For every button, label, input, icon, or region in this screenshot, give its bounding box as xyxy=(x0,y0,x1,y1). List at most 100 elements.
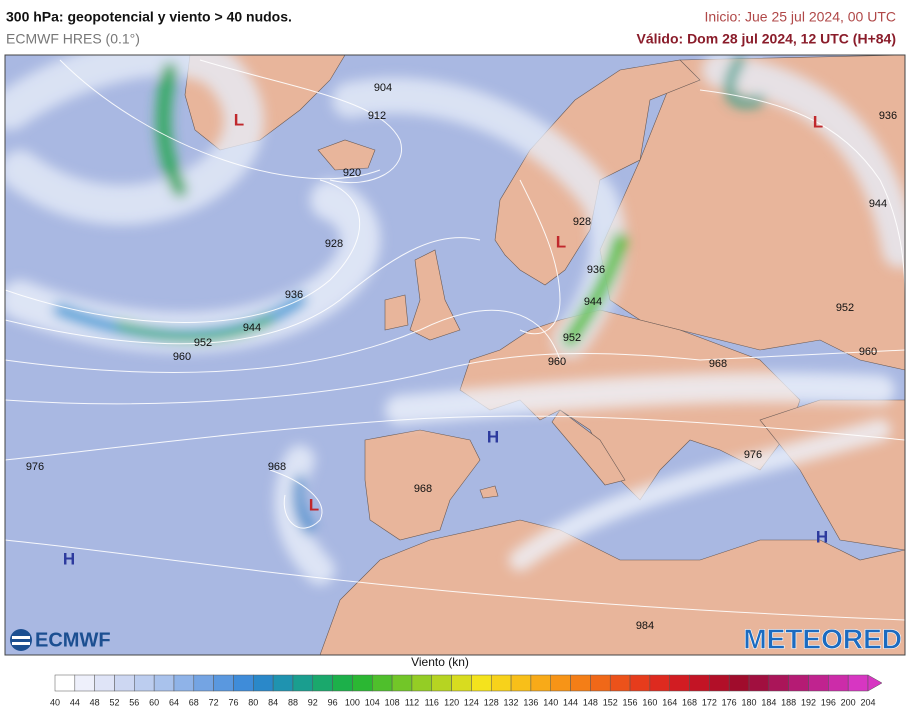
colorbar-tick: 48 xyxy=(90,697,100,707)
color-box xyxy=(134,674,155,692)
color-box xyxy=(54,674,76,692)
pressure-center: H xyxy=(63,549,75,568)
map-frame xyxy=(4,54,906,656)
color-box xyxy=(213,674,234,692)
color-box xyxy=(669,674,690,692)
colorbar-tick: 116 xyxy=(425,697,439,707)
contour-label: 984 xyxy=(636,620,654,632)
contour-label: 944 xyxy=(584,296,602,308)
colorbar-tick: 80 xyxy=(248,697,258,707)
colorbar-tick: 156 xyxy=(623,697,638,707)
colorbar-tick: 144 xyxy=(563,697,578,707)
colorbar-tick: 176 xyxy=(722,697,737,707)
colorbar-tick: 192 xyxy=(801,697,816,707)
contour-label: 936 xyxy=(587,264,605,276)
color-box xyxy=(292,674,314,692)
pressure-center: H xyxy=(816,527,828,546)
colorbar-tick: 84 xyxy=(268,697,278,707)
colorbar-tick: 120 xyxy=(444,697,459,707)
color-box xyxy=(689,674,710,692)
color-box xyxy=(332,674,353,692)
contour-label: 944 xyxy=(243,322,261,334)
pressure-center: L xyxy=(309,495,319,514)
contour-label: 952 xyxy=(836,302,854,314)
colorbar-tick: 196 xyxy=(821,697,836,707)
color-box xyxy=(352,674,373,692)
color-box xyxy=(74,674,95,692)
logo-ecmwf: ECMWF xyxy=(10,629,111,651)
colorbar-tick: 64 xyxy=(169,697,179,707)
color-box xyxy=(649,674,670,692)
contour-label: 904 xyxy=(374,82,392,94)
color-box xyxy=(233,674,254,692)
colorbar-tick: 172 xyxy=(702,697,717,707)
color-box xyxy=(272,674,294,692)
colorbar-tick: 148 xyxy=(583,697,598,707)
colorbar-tick: 40 xyxy=(50,697,60,707)
contour-label: 976 xyxy=(744,449,762,461)
color-box xyxy=(550,674,571,692)
colorbar-tick: 76 xyxy=(228,697,238,707)
color-box xyxy=(590,674,611,692)
colorbar-tick: 164 xyxy=(662,697,677,707)
contour-label: 928 xyxy=(325,238,343,250)
colorbar-tick: 100 xyxy=(345,697,360,707)
colorbar-tick: 188 xyxy=(781,697,796,707)
pressure-center: L xyxy=(813,112,823,131)
colorbar-tick: 72 xyxy=(209,697,219,707)
color-box xyxy=(193,674,214,692)
color-box xyxy=(510,674,532,692)
title: 300 hPa: geopotencial y viento > 40 nudo… xyxy=(6,9,292,25)
colorbar-tick: 152 xyxy=(603,697,618,707)
colorbar-arrow xyxy=(867,674,883,692)
contour-label: 960 xyxy=(173,351,191,363)
colorbar-tick: 180 xyxy=(742,697,757,707)
colorbar-tick: 60 xyxy=(149,697,159,707)
color-box xyxy=(748,674,770,692)
contour-label: 960 xyxy=(548,356,566,368)
color-box xyxy=(570,674,591,692)
contours xyxy=(5,59,905,621)
colorbar-tick: 88 xyxy=(288,697,298,707)
contour-label: 936 xyxy=(285,289,303,301)
contour-label: 968 xyxy=(268,461,286,473)
colorbar: 40 44 48 52 56 60 64 68 72 76 80 84 88 92 96 100 104 108 1… xyxy=(50,674,883,707)
pressure-center: L xyxy=(234,110,244,129)
colorbar-tick: 112 xyxy=(405,697,419,707)
color-box xyxy=(709,674,730,692)
colorbar-tick: 140 xyxy=(543,697,558,707)
colorbar-tick: 56 xyxy=(129,697,139,707)
contour-label: 968 xyxy=(709,358,727,370)
contour-label: 960 xyxy=(859,346,877,358)
colorbar-tick: 104 xyxy=(365,697,380,707)
color-box xyxy=(372,674,393,692)
contour-label: 944 xyxy=(869,198,887,210)
colorbar-tick: 52 xyxy=(109,697,119,707)
contour-label: 968 xyxy=(414,483,432,495)
colorbar-tick: 128 xyxy=(484,697,499,707)
color-box xyxy=(411,674,433,692)
colorbar-tick: 92 xyxy=(308,697,318,707)
init-time: Inicio: Jue 25 jul 2024, 00 UTC xyxy=(705,9,896,25)
contour-label: 952 xyxy=(194,337,212,349)
subtitle: ECMWF HRES (0.1°) xyxy=(6,31,140,47)
contour-label: 936 xyxy=(879,110,897,122)
color-box xyxy=(114,674,135,692)
colorbar-tick: 160 xyxy=(642,697,657,707)
color-box xyxy=(391,674,413,692)
color-box xyxy=(471,674,492,692)
colorbar-tick: 44 xyxy=(70,697,80,707)
legend-title: Viento (kn) xyxy=(411,655,469,669)
color-box xyxy=(490,674,512,692)
colorbar-tick: 68 xyxy=(189,697,199,707)
color-box xyxy=(808,674,829,692)
color-box xyxy=(728,674,750,692)
contour-label: 928 xyxy=(573,216,591,228)
color-box xyxy=(847,674,869,692)
contour-label: 976 xyxy=(26,461,44,473)
colorbar-tick: 184 xyxy=(761,697,776,707)
colorbar-tick: 96 xyxy=(328,697,338,707)
